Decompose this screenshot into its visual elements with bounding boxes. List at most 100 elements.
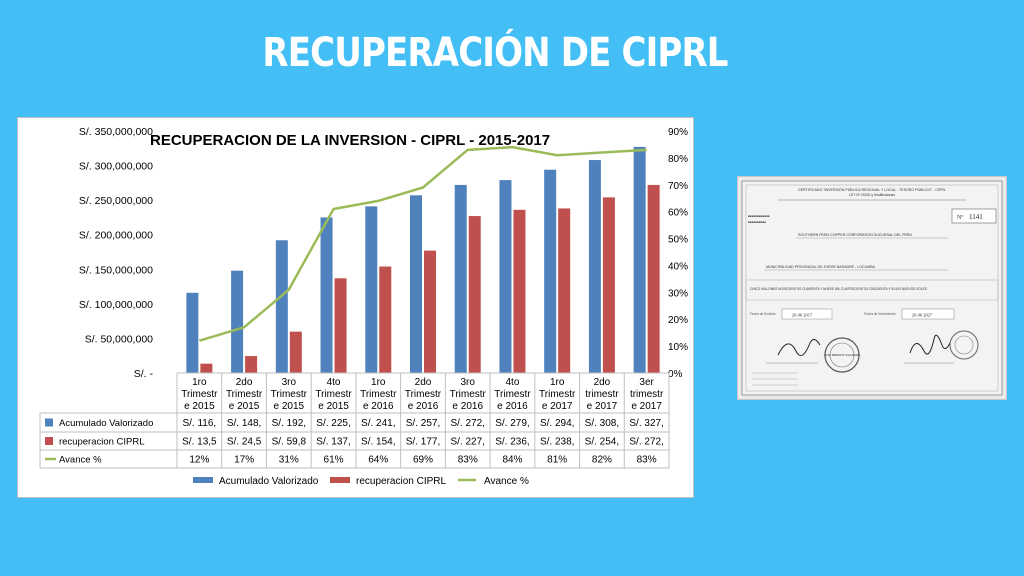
legend-key-box — [330, 477, 350, 483]
table-key-box — [45, 418, 53, 427]
table-cell: S/. 238, — [540, 437, 574, 448]
bar-recuperacion-ciprl — [245, 356, 258, 373]
bar-recuperacion-ciprl — [602, 197, 615, 373]
category-label: Trimestr — [271, 389, 308, 400]
table-cell: S/. 148, — [227, 418, 261, 429]
y-right-tick-label: 20% — [668, 315, 688, 326]
table-cell: S/. 137, — [316, 437, 350, 448]
category-label: e 2016 — [408, 401, 439, 412]
table-cell: 69% — [413, 455, 433, 466]
category-label: trimestr — [585, 389, 619, 400]
y-right-tick-label: 0% — [668, 369, 683, 380]
table-cell: S/. 177, — [406, 437, 440, 448]
certificate-header: CERTIFICADO "INVERSIÓN PÚBLICA REGIONAL … — [798, 187, 946, 192]
legend-label: Acumulado Valorizado — [219, 476, 319, 487]
category-label: 4to — [506, 377, 520, 388]
table-cell: S/. 227, — [450, 437, 484, 448]
category-label: 2do — [415, 377, 432, 388]
table-cell: S/. 254, — [585, 437, 619, 448]
y-left-tick-label: S/. 300,000,000 — [79, 161, 153, 173]
table-cell: 17% — [234, 455, 254, 466]
table-cell: S/. 279, — [495, 418, 529, 429]
y-right-tick-label: 40% — [668, 261, 688, 272]
y-right-tick-label: 50% — [668, 235, 688, 246]
y-right-tick-label: 60% — [668, 208, 688, 219]
category-label: Trimestr — [315, 389, 352, 400]
table-cell: S/. 225, — [316, 418, 350, 429]
category-label: e 2017 — [587, 401, 618, 412]
bar-acumulado-valorizado — [365, 206, 378, 373]
y-right-tick-label: 10% — [668, 342, 688, 353]
bar-acumulado-valorizado — [499, 180, 512, 373]
bar-acumulado-valorizado — [544, 169, 557, 373]
table-cell: S/. 241, — [361, 418, 395, 429]
bar-recuperacion-ciprl — [334, 278, 347, 373]
bar-recuperacion-ciprl — [289, 331, 302, 373]
table-cell: S/. 154, — [361, 437, 395, 448]
category-label: Trimestr — [494, 389, 531, 400]
table-cell: 12% — [189, 455, 209, 466]
bar-recuperacion-ciprl — [558, 208, 571, 373]
category-label: e 2016 — [363, 401, 394, 412]
category-label: 4to — [327, 377, 341, 388]
certificate-amount: CINCO MILLONES NOVECIENTOS CUARENTA Y NU… — [750, 287, 927, 291]
y-axis-right: 90% 80% 70% 60% 50% 40% 30% 20% 10% 0% — [668, 127, 688, 380]
bar-acumulado-valorizado — [275, 240, 288, 373]
category-label: Trimestr — [226, 389, 263, 400]
category-label: 3er — [639, 377, 654, 388]
y-right-tick-label: 90% — [668, 127, 688, 138]
issue-date: 26 06 2017 — [792, 313, 813, 318]
category-label: 3ro — [282, 377, 297, 388]
y-right-tick-label: 70% — [668, 181, 688, 192]
certificate-company: SOUTHERN PERU COPPER CORPORATION SUCURSA… — [798, 233, 912, 237]
signature-left — [777, 339, 821, 356]
category-label: e 2015 — [229, 401, 260, 412]
category-label: e 2017 — [542, 401, 573, 412]
bar-recuperacion-ciprl — [200, 363, 213, 373]
table-row-label: Acumulado Valorizado — [59, 418, 153, 429]
table-cell: S/. 24,5 — [227, 437, 262, 448]
bar-recuperacion-ciprl — [379, 266, 392, 373]
table-cell: 83% — [458, 455, 478, 466]
y-left-tick-label: S/. 50,000,000 — [85, 333, 153, 345]
bar-recuperacion-ciprl — [424, 250, 436, 373]
y-right-tick-label: 30% — [668, 288, 688, 299]
table-cell: S/. 257, — [406, 418, 440, 429]
table-cell: 82% — [592, 455, 612, 466]
table-cell: S/. 116, — [182, 418, 216, 429]
y-left-tick-label: S/. - — [134, 368, 154, 380]
table-key-box — [45, 437, 53, 445]
bar-acumulado-valorizado — [633, 146, 646, 373]
y-right-tick-label: 80% — [668, 154, 688, 165]
table-cell: S/. 294, — [540, 418, 574, 429]
category-label: e 2016 — [497, 401, 528, 412]
table-cell: 61% — [324, 455, 344, 466]
y-left-tick-label: S/. 200,000,000 — [79, 230, 153, 242]
table-cell: 31% — [279, 455, 299, 466]
table-cell: 64% — [368, 455, 388, 466]
issue-date-label: Fecha de Emisión — [750, 312, 776, 316]
category-label: Trimestr — [181, 389, 218, 400]
bar-series — [186, 146, 660, 373]
category-label: trimestr — [630, 389, 664, 400]
table-cell: 83% — [637, 455, 657, 466]
certificate-document: CERTIFICADO "INVERSIÓN PÚBLICA REGIONAL … — [741, 180, 1003, 396]
bar-recuperacion-ciprl — [468, 216, 481, 373]
stamp-text: JOSE BERRIOS SAAVEDRA — [824, 353, 861, 357]
category-label: e 2016 — [452, 401, 483, 412]
legend: Acumulado Valorizado recuperacion CIPRL Av… — [193, 476, 529, 487]
category-label: Trimestr — [405, 389, 442, 400]
category-label: 2do — [236, 377, 253, 388]
certificate-law: LEY Nº 29230 y Modificatorias — [849, 193, 895, 197]
svg-text:■■■■■■■■■■: ■■■■■■■■■■ — [748, 220, 766, 224]
bar-recuperacion-ciprl — [513, 209, 526, 373]
category-label: 1ro — [192, 377, 207, 388]
y-left-tick-label: S/. 150,000,000 — [79, 264, 153, 276]
bar-recuperacion-ciprl — [647, 184, 660, 373]
table-row-label: Avance % — [59, 455, 102, 466]
slide-title: RECUPERACIÓN DE CIPRL — [262, 30, 728, 76]
table-cell: S/. 59,8 — [272, 437, 307, 448]
legend-label: Avance % — [484, 476, 529, 487]
table-cell: S/. 327, — [629, 418, 663, 429]
